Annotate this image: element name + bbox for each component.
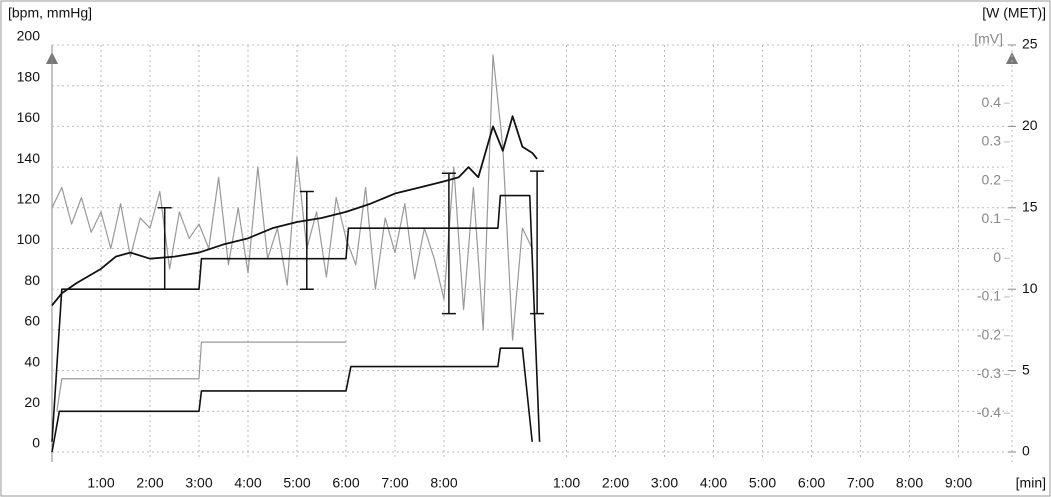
- x-tick-label: 2:00: [602, 475, 629, 491]
- x-tick-label: 4:00: [234, 475, 261, 491]
- blood-pressure-bar: [441, 172, 456, 315]
- y-tick-label: 80: [24, 272, 40, 288]
- series-line: [51, 54, 533, 341]
- y3-tick-label: 0.2: [982, 171, 1002, 187]
- series-line: [51, 347, 533, 453]
- y3-tick-label: -0.1: [977, 288, 1001, 304]
- y2-axis-label: [W (MET)]: [982, 5, 1046, 21]
- x-tick-label: 5:00: [749, 475, 776, 491]
- x-tick-label: 9:00: [945, 475, 972, 491]
- y3-tick-label: 0: [993, 249, 1001, 265]
- y3-tick-label: 0.3: [982, 133, 1002, 149]
- y2-tick-label: 20: [1022, 117, 1038, 133]
- series-line: [51, 194, 541, 442]
- y3-tick-label: -0.4: [977, 404, 1001, 420]
- y-tick-label: 40: [24, 353, 40, 369]
- blood-pressure-bar: [157, 207, 172, 290]
- y3-tick-label: -0.2: [977, 326, 1001, 342]
- y-tick-label: 0: [32, 435, 40, 451]
- x-axis-label: [min]: [1016, 475, 1046, 491]
- axis-arrow: [1006, 52, 1018, 64]
- y3-tick-label: 0.1: [982, 210, 1002, 226]
- y2-tick-label: 10: [1022, 280, 1038, 296]
- x-tick-label: 8:00: [430, 475, 457, 491]
- blood-pressure-bar: [530, 170, 545, 315]
- y2-tick-label: 0: [1022, 443, 1030, 459]
- y-tick-label: 180: [17, 68, 41, 84]
- y-tick-label: 160: [17, 109, 41, 125]
- x-tick-label: 1:00: [87, 475, 114, 491]
- x-tick-label: 6:00: [332, 475, 359, 491]
- y3-tick-label: 0.4: [982, 94, 1002, 110]
- x-tick-label: 8:00: [896, 475, 923, 491]
- y3-tick-label: -0.3: [977, 365, 1001, 381]
- y-tick-label: 140: [17, 150, 41, 166]
- x-tick-label: 3:00: [651, 475, 678, 491]
- y-axis-label: [bpm, mmHg]: [8, 5, 92, 21]
- y-tick-label: 200: [17, 28, 41, 44]
- x-tick-label: 3:00: [185, 475, 212, 491]
- x-tick-label: 7:00: [847, 475, 874, 491]
- x-tick-label: 2:00: [136, 475, 163, 491]
- series-line: [51, 115, 538, 307]
- y-tick-label: 60: [24, 313, 40, 329]
- y-tick-label: 120: [17, 191, 41, 207]
- y-tick-label: 20: [24, 394, 40, 410]
- x-tick-label: 7:00: [381, 475, 408, 491]
- y2-tick-label: 5: [1022, 361, 1030, 377]
- x-tick-label: 5:00: [283, 475, 310, 491]
- y3-axis-label: [mV]: [974, 31, 1003, 47]
- blood-pressure-bar: [299, 190, 314, 290]
- y-tick-label: 100: [17, 231, 41, 247]
- y2-tick-label: 25: [1022, 36, 1038, 52]
- x-tick-label: 1:00: [553, 475, 580, 491]
- series-line: [56, 341, 346, 412]
- x-tick-label: 4:00: [700, 475, 727, 491]
- y2-tick-label: 15: [1022, 199, 1038, 215]
- x-tick-label: 6:00: [798, 475, 825, 491]
